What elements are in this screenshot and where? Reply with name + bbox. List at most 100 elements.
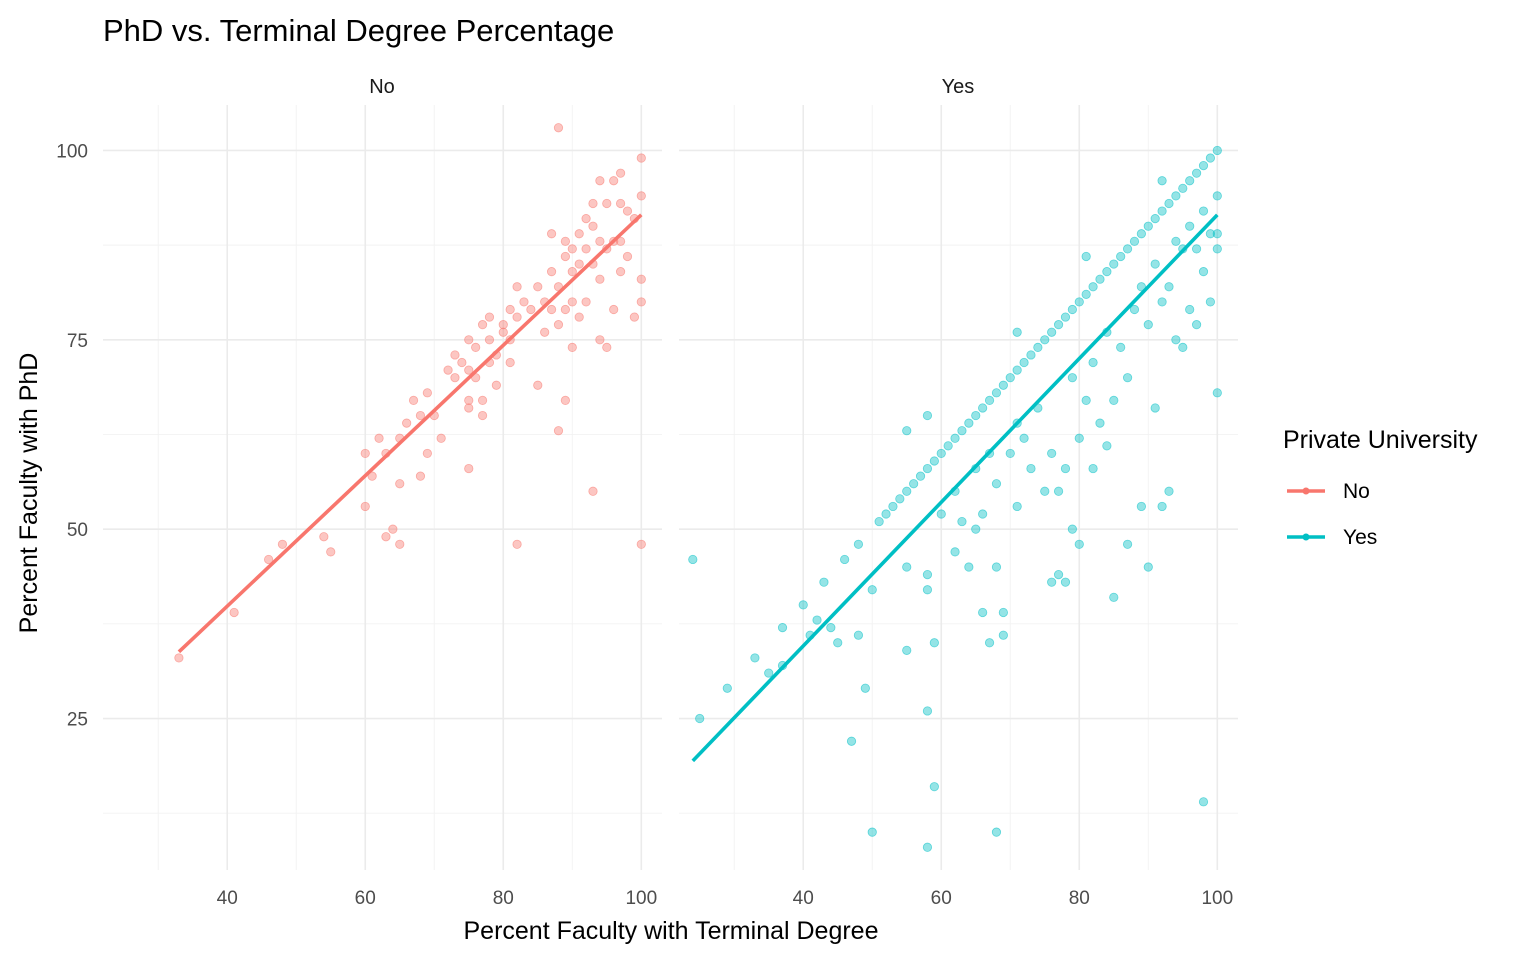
data-point-yes (1088, 282, 1098, 292)
data-point-yes (936, 509, 946, 519)
data-point-no (595, 236, 605, 246)
data-point-yes (929, 782, 939, 792)
data-point-no (360, 501, 370, 512)
data-point-no (484, 312, 495, 322)
data-point-no (567, 342, 577, 352)
data-point-yes (957, 426, 967, 436)
data-point-yes (978, 607, 988, 618)
data-point-yes (964, 418, 974, 428)
data-point-yes (1205, 153, 1215, 163)
data-point-no (457, 357, 467, 368)
data-point-yes (984, 395, 995, 405)
data-point-yes (853, 630, 864, 640)
data-point-no (609, 304, 619, 315)
data-point-yes (902, 562, 912, 572)
x-tick-label: 100 (625, 888, 657, 909)
data-point-yes (1081, 251, 1091, 262)
data-point-yes (1047, 577, 1057, 587)
data-point-no (512, 539, 522, 549)
x-axis-label: Percent Faculty with Terminal Degree (464, 917, 879, 945)
data-point-yes (971, 410, 981, 421)
data-point-yes (1157, 297, 1167, 307)
data-point-no (450, 350, 460, 360)
data-point-yes (1129, 304, 1140, 315)
data-point-yes (840, 554, 850, 565)
data-point-yes (991, 827, 1002, 837)
data-point-no (277, 539, 288, 549)
data-point-no (636, 191, 646, 201)
data-point-yes (888, 501, 898, 512)
data-point-no (595, 274, 605, 284)
panel-no: No (103, 76, 662, 870)
data-point-no (581, 244, 591, 254)
data-point-yes (1067, 373, 1077, 383)
panel-yes: Yes (679, 76, 1238, 870)
data-point-no (229, 607, 239, 618)
legend-label-yes: Yes (1343, 526, 1377, 549)
data-point-yes (936, 448, 946, 459)
data-point-yes (978, 403, 988, 413)
legend-title: Private University (1283, 426, 1478, 454)
data-point-yes (1081, 395, 1091, 405)
data-point-yes (1053, 486, 1064, 496)
data-point-yes (1185, 304, 1195, 315)
data-point-no (415, 410, 426, 421)
data-point-no (422, 448, 432, 459)
data-point-yes (1157, 206, 1167, 216)
data-point-no (477, 410, 488, 421)
data-point-yes (1005, 373, 1015, 383)
data-point-yes (688, 554, 698, 565)
data-point-yes (874, 516, 884, 527)
data-point-yes (1019, 433, 1029, 443)
data-point-yes (1171, 236, 1181, 246)
data-point-no (471, 342, 481, 352)
data-point-no (415, 471, 426, 481)
data-point-yes (1212, 145, 1222, 156)
data-point-yes (867, 585, 877, 595)
data-point-no (422, 388, 432, 398)
data-point-yes (1198, 160, 1209, 171)
data-point-yes (1150, 403, 1160, 413)
data-point-no (574, 259, 584, 269)
data-point-no (505, 357, 515, 368)
data-point-yes (1171, 335, 1181, 345)
data-point-no (553, 320, 564, 330)
data-point-yes (1122, 244, 1133, 254)
data-point-no (464, 463, 474, 474)
data-point-no (615, 236, 626, 246)
panel-no-grid (103, 105, 662, 870)
x-tick-label: 60 (931, 888, 952, 909)
data-point-no (450, 373, 460, 383)
data-point-no (498, 320, 508, 330)
data-point-yes (826, 623, 836, 633)
data-point-yes (1136, 282, 1146, 292)
legend-entry-no: No (1287, 480, 1370, 503)
data-point-yes (1157, 501, 1167, 512)
data-point-yes (943, 441, 953, 451)
data-point-yes (1047, 448, 1057, 459)
data-point-yes (1164, 282, 1174, 292)
data-point-yes (1116, 342, 1126, 352)
y-tick-label: 50 (67, 520, 88, 541)
data-point-yes (1026, 463, 1036, 474)
data-point-yes (1143, 320, 1153, 330)
data-point-no (629, 312, 639, 322)
data-point-no (553, 123, 564, 133)
data-point-yes (902, 486, 912, 496)
data-point-no (491, 380, 501, 390)
data-point-no (567, 297, 577, 307)
data-point-yes (1012, 501, 1022, 512)
data-point-yes (1040, 486, 1050, 496)
panel-no-fit (177, 213, 643, 654)
data-point-no (636, 153, 646, 163)
data-point-yes (819, 577, 829, 587)
data-point-no (512, 282, 522, 292)
data-point-yes (1136, 501, 1146, 512)
data-point-yes (777, 623, 788, 633)
data-point-no (595, 335, 605, 345)
data-point-yes (846, 736, 857, 746)
data-point-no (574, 312, 584, 322)
data-point-no (395, 479, 405, 489)
data-point-yes (1178, 342, 1188, 352)
y-axis-label: Percent Faculty with PhD (15, 353, 43, 634)
